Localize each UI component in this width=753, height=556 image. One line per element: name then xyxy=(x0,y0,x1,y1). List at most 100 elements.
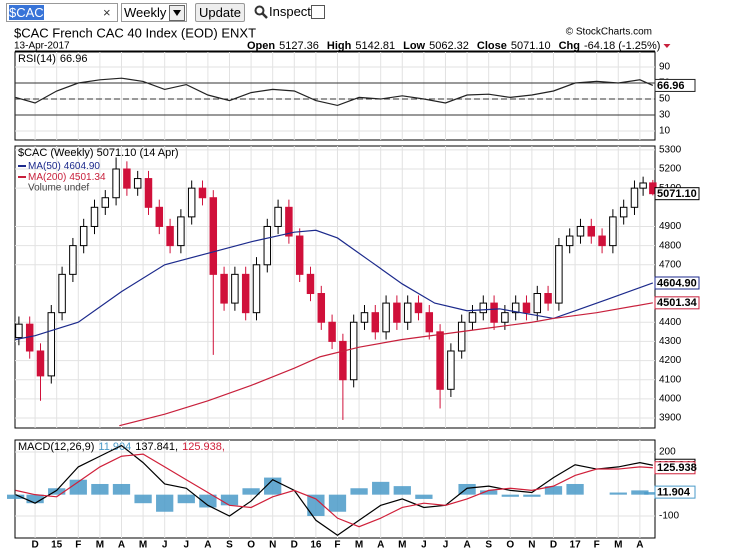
update-button[interactable]: Update xyxy=(195,3,245,22)
quote: Open 5127.36 High 5142.81 Low 5062.32 Close 507… xyxy=(247,40,660,52)
quote-label: High xyxy=(327,40,352,52)
symbol-text: $CAC xyxy=(9,5,44,20)
histogram-bar xyxy=(480,490,498,495)
legend: MACD(12,26,9) 11.904 137.841, 125.938, xyxy=(18,441,225,453)
x-tick-label: J xyxy=(184,540,190,551)
quote-label: Close xyxy=(477,40,507,52)
legend-name: MA(200) xyxy=(28,172,66,183)
value-tag xyxy=(654,296,700,310)
candle-body xyxy=(79,225,88,247)
quote-label: Low xyxy=(403,40,425,52)
histogram-bar xyxy=(7,494,25,499)
copyright: © StockCharts.com xyxy=(566,27,652,38)
x-tick-label: 15 xyxy=(51,540,63,551)
candle-body xyxy=(231,273,239,304)
x-tick-label: F xyxy=(594,540,600,551)
legend-value: 125.938, xyxy=(182,441,225,453)
y-tick-label: 5200 xyxy=(659,164,682,175)
value-tag-text: 125.938 xyxy=(657,462,697,474)
value-tag-text: 11.904 xyxy=(657,487,691,499)
candle-body xyxy=(274,206,282,227)
y-tick-label: 4900 xyxy=(659,221,682,232)
histogram-bar xyxy=(631,490,649,495)
candle-body xyxy=(425,312,434,333)
candle-body xyxy=(133,178,142,189)
candle-body xyxy=(101,197,110,208)
candle-body xyxy=(306,273,315,295)
candle-body xyxy=(511,302,520,314)
legend-value: 66.96 xyxy=(60,53,88,65)
value-tag-text: 5071.10 xyxy=(657,188,697,200)
value-tag xyxy=(654,187,700,201)
inspect-label: Inspect xyxy=(269,4,311,19)
y-tick-label: 90 xyxy=(659,62,671,73)
x-tick-label: A xyxy=(118,540,125,551)
chart-title: $CAC French CAC 40 Index (EOD) ENXT xyxy=(14,25,256,40)
y-tick-label: -100 xyxy=(659,511,679,522)
x-tick-label: A xyxy=(377,540,384,551)
series-line xyxy=(15,453,653,528)
candle-body xyxy=(47,312,56,377)
legend-entry: MA(50) 4604.90 xyxy=(28,161,100,172)
period-select[interactable]: Weekly xyxy=(121,3,187,22)
candle-body xyxy=(436,331,444,390)
candle-body xyxy=(609,216,617,247)
candle-body xyxy=(112,168,120,199)
volume-note: Volume undef xyxy=(28,183,89,194)
x-tick-label: O xyxy=(506,540,514,551)
candle-body xyxy=(155,206,164,227)
symbol-input[interactable]: $CAC × xyxy=(6,3,118,22)
quote-value: 5127.36 xyxy=(279,40,319,52)
x-tick-label: 17 xyxy=(570,540,582,551)
panel-title: RSI(14) xyxy=(18,53,56,65)
arrow-icon xyxy=(173,10,181,16)
series-line xyxy=(15,444,653,536)
candle-body xyxy=(382,302,390,333)
candle-body xyxy=(447,350,455,390)
candle-body xyxy=(587,225,596,237)
candle-body xyxy=(69,245,77,275)
panel xyxy=(14,51,656,141)
x-tick-label: M xyxy=(614,540,622,551)
y-tick-label: 4000 xyxy=(659,394,682,405)
candle-body xyxy=(123,168,131,189)
histogram-bar xyxy=(220,494,239,506)
histogram-bar xyxy=(134,494,152,504)
inspect-checkbox[interactable] xyxy=(311,5,325,19)
x-tick-label: N xyxy=(528,540,535,551)
candle-body xyxy=(393,302,401,323)
candle-body xyxy=(339,340,347,381)
legend-entry: MA(200) 4501.34 xyxy=(28,172,106,183)
value-tag xyxy=(654,78,696,92)
y-tick-label: 4300 xyxy=(659,336,682,347)
x-tick-label: S xyxy=(485,540,492,551)
series-line xyxy=(119,302,653,427)
toolbar: $CAC × Weekly Update Inspect xyxy=(0,0,753,24)
candle-body xyxy=(639,182,647,189)
candle-body xyxy=(490,302,498,323)
x-tick-label: A xyxy=(204,540,211,551)
y-tick-label: 3900 xyxy=(659,413,682,424)
value-tag xyxy=(654,461,696,475)
x-tick-label: J xyxy=(162,540,168,551)
quote-value: 5142.81 xyxy=(355,40,395,52)
histogram-bar xyxy=(177,494,195,504)
candle-body xyxy=(468,312,477,323)
candle-body xyxy=(479,302,488,314)
candle-body xyxy=(15,323,23,339)
y-tick-label: 4100 xyxy=(659,374,682,385)
candle-body xyxy=(317,293,326,323)
x-tick-label: M xyxy=(96,540,104,551)
candle-body xyxy=(252,264,261,314)
histogram-bar xyxy=(69,479,87,495)
change-arrow xyxy=(663,44,671,48)
x-tick-label: D xyxy=(550,540,557,551)
candle-body xyxy=(295,235,304,275)
quote-value: -64.18 (-1.25%) xyxy=(584,40,660,52)
panel-title: MACD(12,26,9) xyxy=(18,441,94,453)
panel-title: $CAC (Weekly) 5071.10 (14 Apr) xyxy=(18,147,179,159)
clear-button[interactable]: × xyxy=(103,5,111,20)
legend: $CAC (Weekly) 5071.10 (14 Apr) xyxy=(18,147,179,159)
y-tick-label: 5300 xyxy=(659,144,682,155)
